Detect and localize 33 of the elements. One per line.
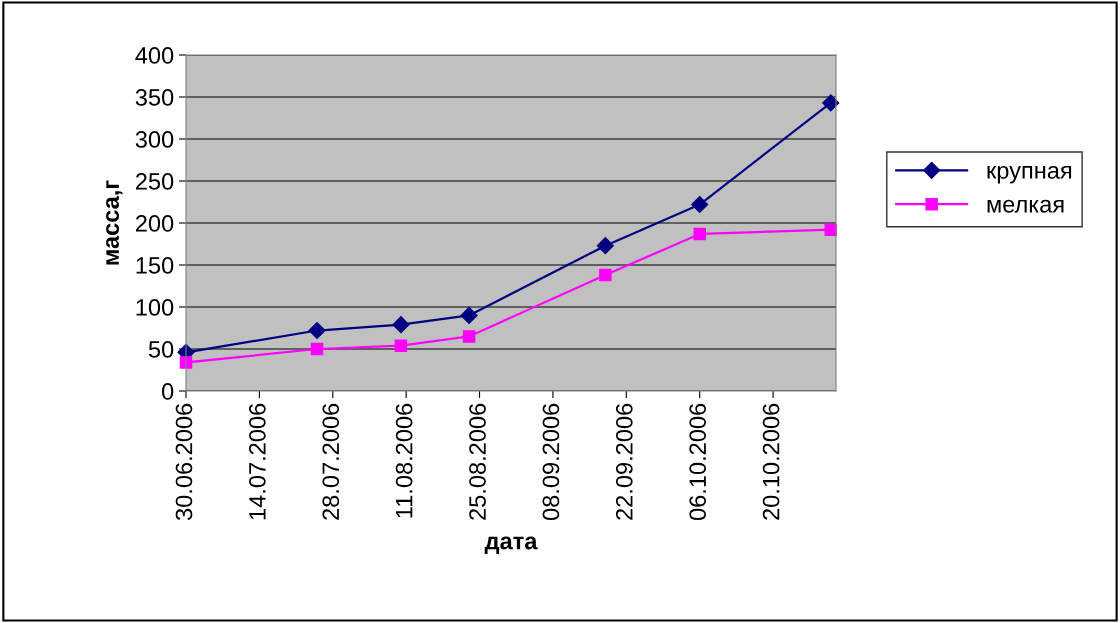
point [596, 237, 614, 255]
x-tick-label: 06.10.2006 [689, 403, 707, 521]
x-tick-label: 14.07.2006 [249, 403, 266, 520]
x-tick-label: 22.09.2006 [615, 403, 633, 520]
point [394, 339, 408, 352]
y-tick-label: 300 [135, 131, 174, 148]
x-tick-label: 30.06.2006 [175, 403, 193, 521]
legend-label: крупная [987, 165, 1072, 184]
x-tick-label: 08.09.2006 [542, 403, 560, 521]
point [599, 268, 612, 282]
legend-label: мелкая [987, 199, 1064, 213]
x-tick-label: 25.08.2006 [469, 403, 486, 520]
x-tick-label: 28.07.2006 [322, 403, 340, 520]
point [693, 227, 706, 241]
x-tick-label: 11.08.2006 [395, 403, 413, 518]
x-axis-title: дата [484, 536, 538, 554]
point [822, 94, 840, 112]
point [308, 321, 326, 340]
point [460, 306, 478, 324]
point [310, 342, 324, 356]
y-tick-label: 0 [161, 383, 174, 400]
point [462, 330, 476, 343]
y-tick-label: 50 [148, 341, 174, 358]
y-axis-title: масса,г [106, 180, 123, 265]
y-tick-label: 100 [136, 299, 174, 316]
y-tick-label: 350 [135, 89, 174, 106]
point [392, 316, 410, 334]
y-tick-label: 200 [135, 215, 174, 232]
x-tick-label: 20.10.2006 [762, 403, 780, 520]
y-tick-label: 250 [135, 173, 174, 190]
point [691, 195, 709, 214]
y-tick-label: 150 [136, 257, 174, 274]
y-tick-label: 400 [135, 47, 174, 64]
